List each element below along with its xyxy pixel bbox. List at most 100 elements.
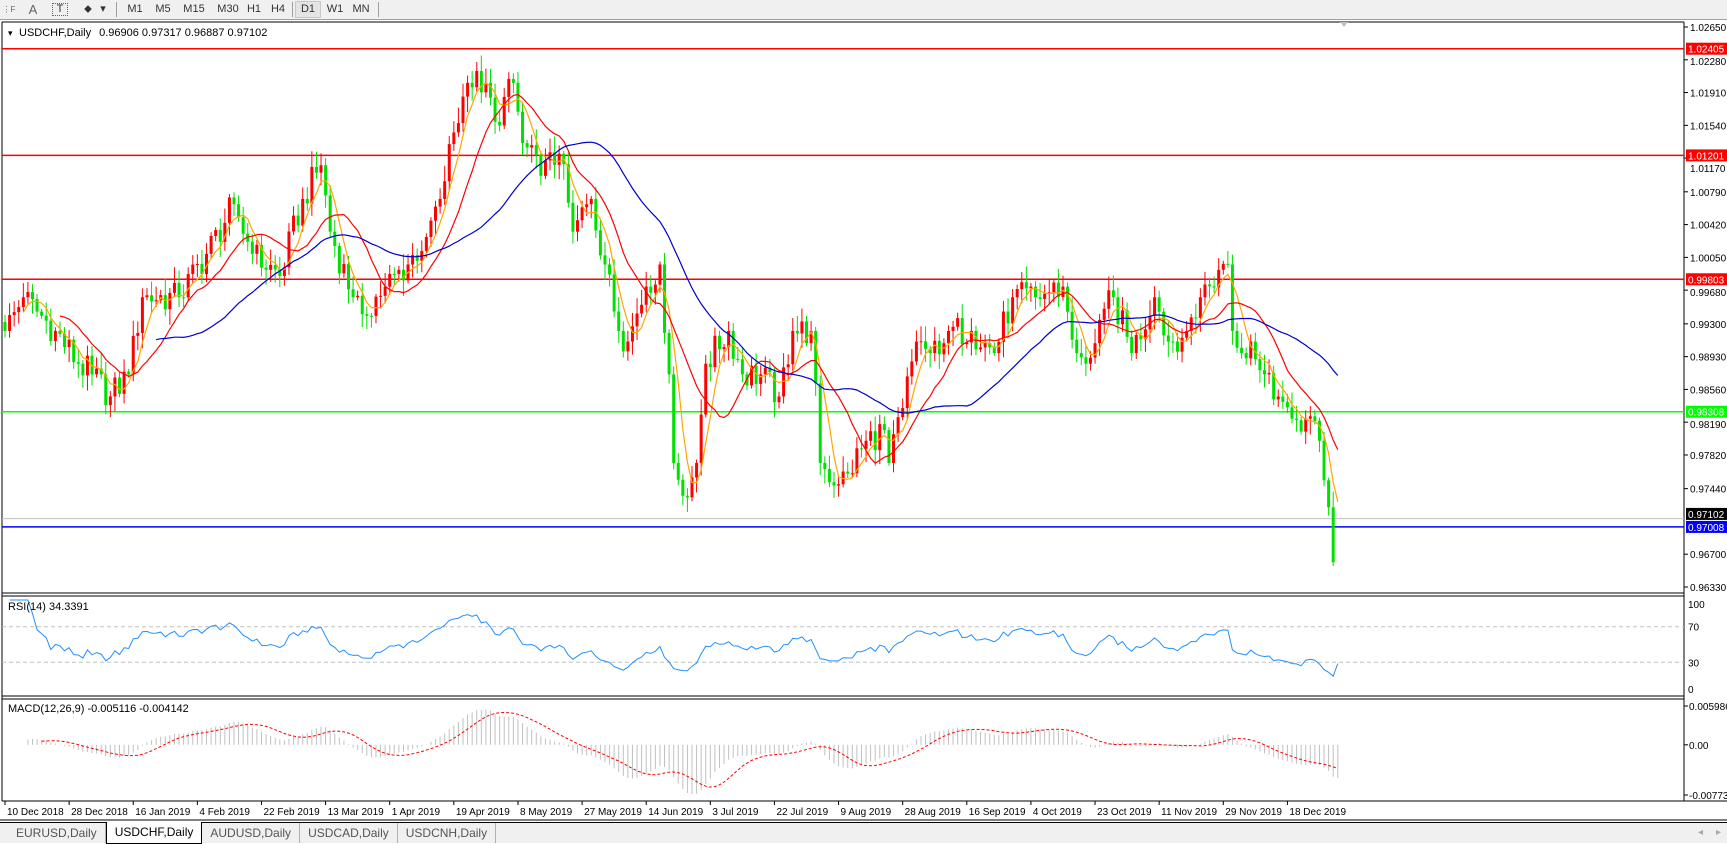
period-m15-button[interactable]: M15 <box>183 3 205 15</box>
candle-body <box>342 263 346 274</box>
candle-body <box>452 132 456 145</box>
candle <box>401 253 405 297</box>
tab-usdcad[interactable]: USDCAD,Daily <box>300 823 398 843</box>
text-label-icon[interactable]: T <box>52 3 68 16</box>
period-separator-icon[interactable]: ⋮F <box>2 5 16 14</box>
candle <box>438 188 442 214</box>
candle-body <box>1208 284 1212 287</box>
candle <box>1107 276 1111 319</box>
candle-body <box>846 471 850 474</box>
candle-body <box>777 396 781 403</box>
candle-body <box>1038 297 1042 299</box>
candle-body <box>1185 330 1189 338</box>
candle-body <box>969 330 973 343</box>
candle-body <box>40 311 44 316</box>
candle <box>145 288 149 301</box>
candle <box>1295 406 1299 432</box>
tabs-scroll-right-icon[interactable]: ▸ <box>1716 827 1722 838</box>
tab-usdcnh[interactable]: USDCNH,Daily <box>398 823 497 843</box>
candle-body <box>841 471 845 485</box>
date-tick-label: 22 Jul 2019 <box>776 807 828 818</box>
candle <box>209 232 213 259</box>
price-tick-label: 0.98930 <box>1690 353 1727 364</box>
candle-body <box>154 300 158 302</box>
price-level-tag-bg <box>1686 42 1727 55</box>
candle-body <box>763 367 767 375</box>
candle <box>470 71 474 101</box>
candle <box>195 254 199 278</box>
candle <box>832 471 836 498</box>
candle <box>603 242 607 281</box>
candle-body <box>347 263 350 290</box>
chart-window[interactable]: 1.02650 1.02280 1.01910 1.01540 1.01170 1.007… <box>0 20 1727 822</box>
date-tick-label: 8 May 2019 <box>520 807 573 818</box>
candle <box>191 255 195 284</box>
candle-body <box>594 198 598 231</box>
rsi-tick-label: 100 <box>1688 600 1705 611</box>
period-m1-button[interactable]: M1 <box>127 3 143 15</box>
candle <box>777 391 781 409</box>
candle <box>708 351 712 382</box>
candle-body <box>1093 343 1097 358</box>
rsi-label: RSI(14) 34.3391 <box>8 601 89 613</box>
candle-body <box>992 347 996 354</box>
period-mn-button[interactable]: MN <box>352 3 370 15</box>
price-tick-label: 0.96700 <box>1690 550 1727 561</box>
candle-body <box>53 330 57 342</box>
candle-body <box>608 264 612 275</box>
candle-body <box>264 267 268 270</box>
period-w1-button[interactable]: W1 <box>326 3 344 15</box>
text-icon[interactable]: A <box>28 2 38 17</box>
candle-body <box>598 230 602 256</box>
candle-body <box>924 341 928 349</box>
candle-body <box>429 220 433 237</box>
candle-body <box>1299 420 1303 432</box>
candle-body <box>740 359 744 375</box>
tabs-scroll-left-icon[interactable]: ◂ <box>1698 827 1704 838</box>
candle <box>498 110 502 132</box>
candle <box>452 121 456 151</box>
candle-body <box>1322 440 1326 481</box>
period-h1-button[interactable]: H1 <box>246 3 262 15</box>
chart-shift-marker-icon[interactable] <box>1340 22 1348 27</box>
candle-body <box>511 78 515 83</box>
candle <box>67 329 71 363</box>
candle <box>1043 284 1047 312</box>
shapes-icon[interactable]: ⬥ <box>84 3 92 15</box>
tab-audusd[interactable]: AUDUSD,Daily <box>202 823 301 843</box>
candle <box>342 254 346 278</box>
shapes-dropdown-icon[interactable]: ▾ <box>100 3 106 15</box>
candle-body <box>1230 264 1234 331</box>
candle-body <box>328 195 332 232</box>
candle <box>772 367 776 418</box>
candle <box>992 342 996 356</box>
collapse-indicator-icon[interactable]: ▾ <box>8 28 13 38</box>
candle-body <box>90 355 94 375</box>
period-h4-button[interactable]: H4 <box>270 3 286 15</box>
candle-body <box>635 313 639 327</box>
candle <box>1001 300 1005 358</box>
candle-body <box>379 295 383 297</box>
candle <box>511 73 515 94</box>
candle-body <box>690 477 694 498</box>
period-d1-button[interactable]: D1 <box>295 1 321 18</box>
candle <box>1020 272 1024 304</box>
candle <box>255 239 259 265</box>
rsi-tick-label: 0 <box>1688 685 1694 696</box>
candle <box>26 282 30 304</box>
candle-body <box>443 181 447 199</box>
candle <box>859 434 863 458</box>
candle <box>1130 330 1134 361</box>
period-m5-button[interactable]: M5 <box>155 3 171 15</box>
period-m30-button[interactable]: M30 <box>217 3 239 15</box>
tab-usdchf[interactable]: USDCHF,Daily <box>105 822 203 844</box>
candle <box>360 282 364 328</box>
candle <box>241 206 245 245</box>
candle <box>1056 268 1060 308</box>
tab-eurusd[interactable]: EURUSD,Daily <box>8 823 106 843</box>
date-tick-label: 4 Oct 2019 <box>1033 807 1082 818</box>
candle <box>1281 380 1285 409</box>
date-tick-label: 1 Apr 2019 <box>392 807 441 818</box>
candle-body <box>727 330 731 348</box>
candle-body <box>397 269 401 274</box>
